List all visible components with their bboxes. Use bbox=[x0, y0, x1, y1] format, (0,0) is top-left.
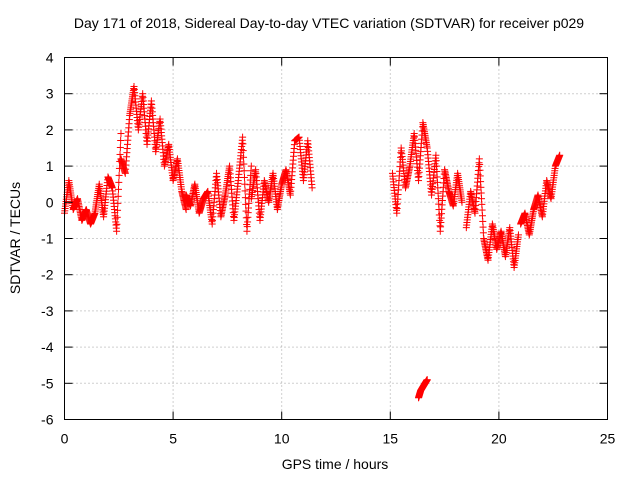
x-tick-label: 25 bbox=[600, 431, 616, 447]
data-point bbox=[117, 130, 125, 138]
y-tick-label: -3 bbox=[41, 303, 54, 319]
data-point bbox=[113, 213, 121, 221]
data-point bbox=[242, 214, 250, 222]
y-tick-label: -2 bbox=[41, 267, 54, 283]
x-ticks: 0 5 10 15 20 25 bbox=[61, 57, 616, 447]
data-point bbox=[114, 185, 122, 193]
x-tick-label: 0 bbox=[61, 431, 69, 447]
data-point bbox=[113, 227, 121, 235]
data-point bbox=[240, 173, 248, 181]
data-point bbox=[241, 187, 249, 195]
data-point bbox=[423, 376, 431, 384]
y-ticks: -6 -5 -4 -3 -2 -1 0 1 2 3 4 bbox=[41, 50, 608, 428]
data-point bbox=[117, 137, 125, 145]
data-point bbox=[182, 206, 190, 214]
y-axis-label: SDTVAR / TECUs bbox=[7, 182, 23, 294]
data-point bbox=[113, 220, 121, 228]
data-point bbox=[556, 151, 564, 159]
x-axis-label: GPS time / hours bbox=[282, 456, 389, 472]
data-point bbox=[115, 171, 123, 179]
y-tick-label: 1 bbox=[46, 158, 54, 174]
data-point bbox=[241, 180, 249, 188]
data-point bbox=[308, 184, 316, 192]
y-tick-label: 0 bbox=[46, 194, 54, 210]
data-point bbox=[115, 178, 123, 186]
y-tick-label: -4 bbox=[41, 339, 54, 355]
y-tick-label: 4 bbox=[46, 50, 54, 66]
data-point bbox=[241, 194, 249, 202]
data-point bbox=[114, 206, 122, 214]
data-point bbox=[114, 199, 122, 207]
data-point bbox=[116, 150, 124, 158]
x-tick-label: 5 bbox=[169, 431, 177, 447]
data-point bbox=[239, 140, 247, 148]
x-tick-label: 15 bbox=[383, 431, 399, 447]
data-point bbox=[239, 147, 247, 155]
plot-points bbox=[61, 82, 564, 402]
data-point bbox=[458, 198, 466, 206]
data-point bbox=[514, 231, 522, 239]
data-point bbox=[247, 162, 255, 170]
grid bbox=[64, 57, 608, 420]
y-tick-label: 2 bbox=[46, 122, 54, 138]
data-point bbox=[240, 160, 248, 168]
y-tick-label: -1 bbox=[41, 231, 54, 247]
data-point bbox=[240, 167, 248, 175]
data-point bbox=[116, 143, 124, 151]
y-tick-label: 3 bbox=[46, 86, 54, 102]
y-tick-label: -5 bbox=[41, 375, 54, 391]
data-point bbox=[240, 153, 248, 161]
data-point bbox=[114, 192, 122, 200]
y-tick-label: -6 bbox=[41, 412, 54, 428]
x-tick-label: 20 bbox=[491, 431, 507, 447]
x-tick-label: 10 bbox=[274, 431, 290, 447]
data-point bbox=[239, 133, 247, 141]
data-point bbox=[242, 200, 250, 208]
chart-title: Day 171 of 2018, Sidereal Day-to-day VTE… bbox=[74, 15, 584, 31]
